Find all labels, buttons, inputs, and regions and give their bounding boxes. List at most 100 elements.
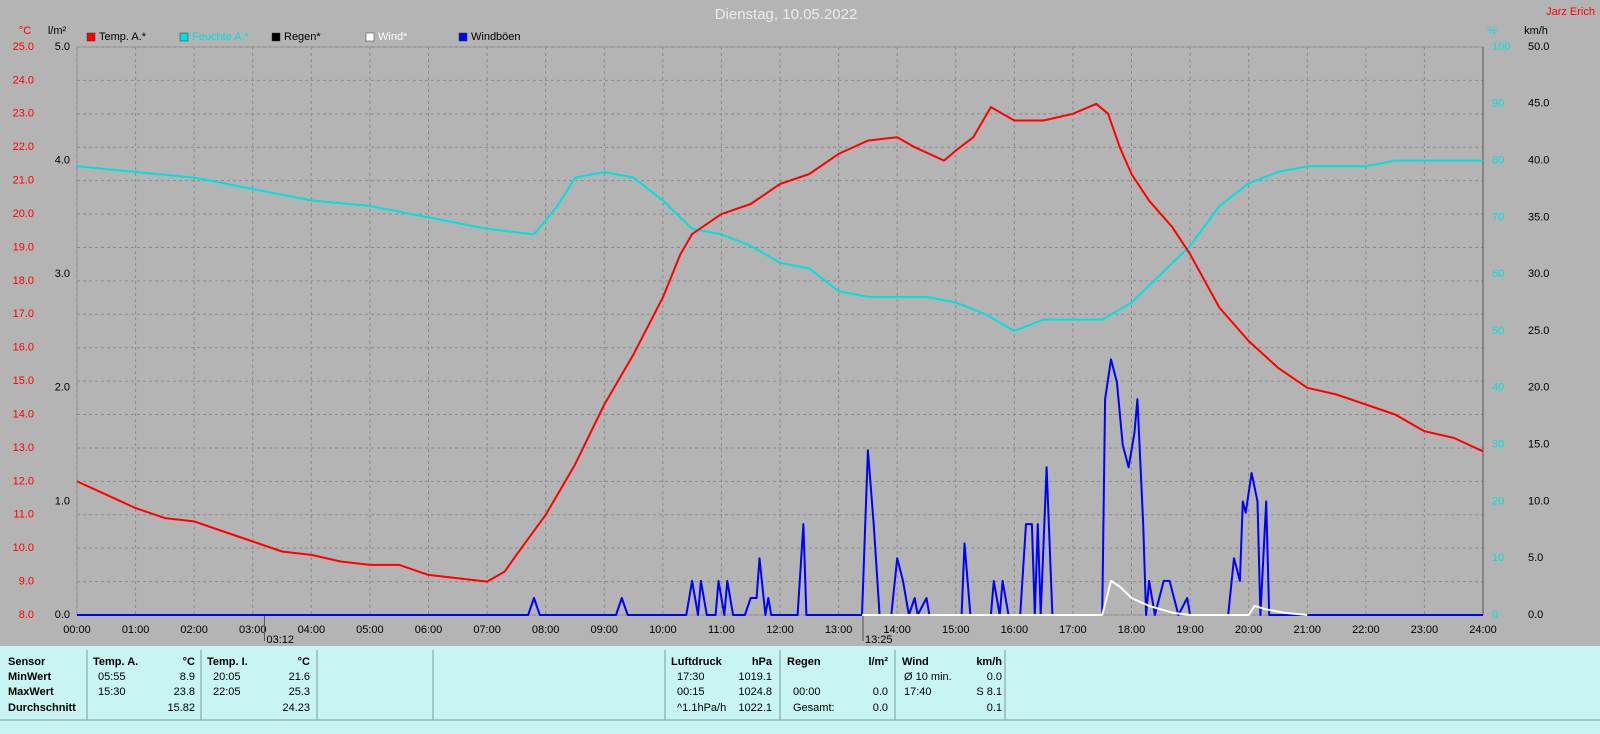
unit-label: % [1487,25,1497,37]
legend-label: Regen* [284,31,321,43]
stats-time: 17:30 [677,671,705,683]
stats-value: 0.1 [987,702,1002,714]
stats-unit: °C [183,656,195,668]
marker-label: 13:25 [865,634,893,646]
stats-header: Wind [902,656,929,668]
y-tick-label: 22.0 [13,141,34,153]
legend-label: Feuchte A.* [192,31,250,43]
stats-value: 1022.1 [738,702,772,714]
y-tick-label: 10.0 [1528,495,1549,507]
stats-header: Temp. I. [207,656,248,668]
y-tick-label: 21.0 [13,175,34,187]
stats-value: 0.0 [987,671,1002,683]
stats-header: Regen [787,656,821,668]
stats-time: Ø 10 min. [904,671,952,683]
author: Jarz Erich [1546,6,1595,18]
y-tick-label: 40 [1492,382,1504,394]
x-tick-label: 09:00 [590,624,618,636]
x-tick-label: 12:00 [766,624,794,636]
y-tick-label: 5.0 [55,41,70,53]
stats-time: 17:40 [904,686,932,698]
stats-time: 00:00 [793,686,821,698]
x-tick-label: 21:00 [1293,624,1321,636]
legend-swatch [458,32,468,42]
y-tick-label: 45.0 [1528,98,1549,110]
stats-row-label: Durchschnitt [8,702,76,714]
legend-label: Wind* [378,31,408,43]
stats-dividers [0,650,1600,721]
y-tick-label: 20 [1492,495,1504,507]
y-tick-label: 20.0 [13,208,34,220]
stats-header: Temp. A. [93,656,138,668]
x-tick-label: 14:00 [883,624,911,636]
unit-label: °C [19,25,31,37]
stats-time: 00:15 [677,686,705,698]
y-tick-label: 90 [1492,98,1504,110]
y-tick-label: 30.0 [1528,268,1549,280]
y-tick-label: 50.0 [1528,41,1549,53]
y-tick-label: 10.0 [13,542,34,554]
stats-row-label: MaxWert [8,686,54,698]
stats-value: 15.82 [167,702,195,714]
stats-header: Sensor [8,656,46,668]
y-tick-label: 18.0 [13,275,34,287]
y-tick-label: 14.0 [13,408,34,420]
x-tick-label: 01:00 [122,624,150,636]
x-tick-label: 23:00 [1411,624,1439,636]
x-tick-label: 19:00 [1176,624,1204,636]
stats-unit: km/h [976,656,1002,668]
y-tick-label: 0.0 [55,609,70,621]
x-tick-label: 15:00 [942,624,970,636]
y-tick-label: 16.0 [13,342,34,354]
stats-row-label: MinWert [8,671,52,683]
y-tick-label: 25.0 [13,41,34,53]
x-tick-label: 05:00 [356,624,384,636]
y-tick-label: 30 [1492,439,1504,451]
y-tick-label: 70 [1492,211,1504,223]
x-tick-label: 08:00 [532,624,560,636]
x-tick-label: 06:00 [415,624,443,636]
x-tick-label: 07:00 [473,624,501,636]
y-tick-label: 50 [1492,325,1504,337]
y-tick-label: 3.0 [55,268,70,280]
stats-time: 15:30 [98,686,126,698]
series-line [76,159,1483,332]
y-tick-label: 15.0 [13,375,34,387]
legend-swatch [271,32,281,42]
stats-panel [0,646,1600,734]
y-tick-label: 19.0 [13,241,34,253]
y-tick-label: 1.0 [55,495,70,507]
y-tick-label: 100 [1492,41,1510,53]
x-tick-label: 11:00 [708,624,735,636]
stats-header: Luftdruck [671,656,723,668]
stats-value: 1019.1 [738,671,772,683]
stats-time: 20:05 [213,671,241,683]
x-tick-label: 20:00 [1235,624,1263,636]
stats-value: 0.0 [873,686,888,698]
stats-value: 23.8 [174,686,195,698]
x-tick-label: 24:00 [1469,624,1497,636]
stats-value: S 8.1 [976,686,1002,698]
legend-swatch [365,32,375,42]
stats-value: 21.6 [289,671,310,683]
stats-time: ^1.1hPa/h [677,702,726,714]
chart-title: Dienstag, 10.05.2022 [715,6,858,23]
unit-label: km/h [1524,25,1548,37]
x-tick-label: 18:00 [1118,624,1146,636]
stats-value: 1024.8 [738,686,772,698]
legend-label: Windböen [471,31,521,43]
y-tick-label: 10 [1492,552,1504,564]
x-tick-label: 00:00 [63,624,91,636]
stats-value: 0.0 [873,702,888,714]
stats-unit: hPa [752,656,773,668]
x-tick-label: 03:00 [239,624,267,636]
x-tick-label: 04:00 [298,624,326,636]
stats-value: 8.9 [180,671,195,683]
x-tick-label: 13:00 [825,624,853,636]
marker-label: 03:12 [266,634,294,646]
y-tick-label: 8.0 [19,609,34,621]
stats-time: 05:55 [98,671,126,683]
x-tick-label: 02:00 [180,624,208,636]
y-tick-label: 4.0 [55,155,70,167]
y-tick-label: 35.0 [1528,211,1549,223]
